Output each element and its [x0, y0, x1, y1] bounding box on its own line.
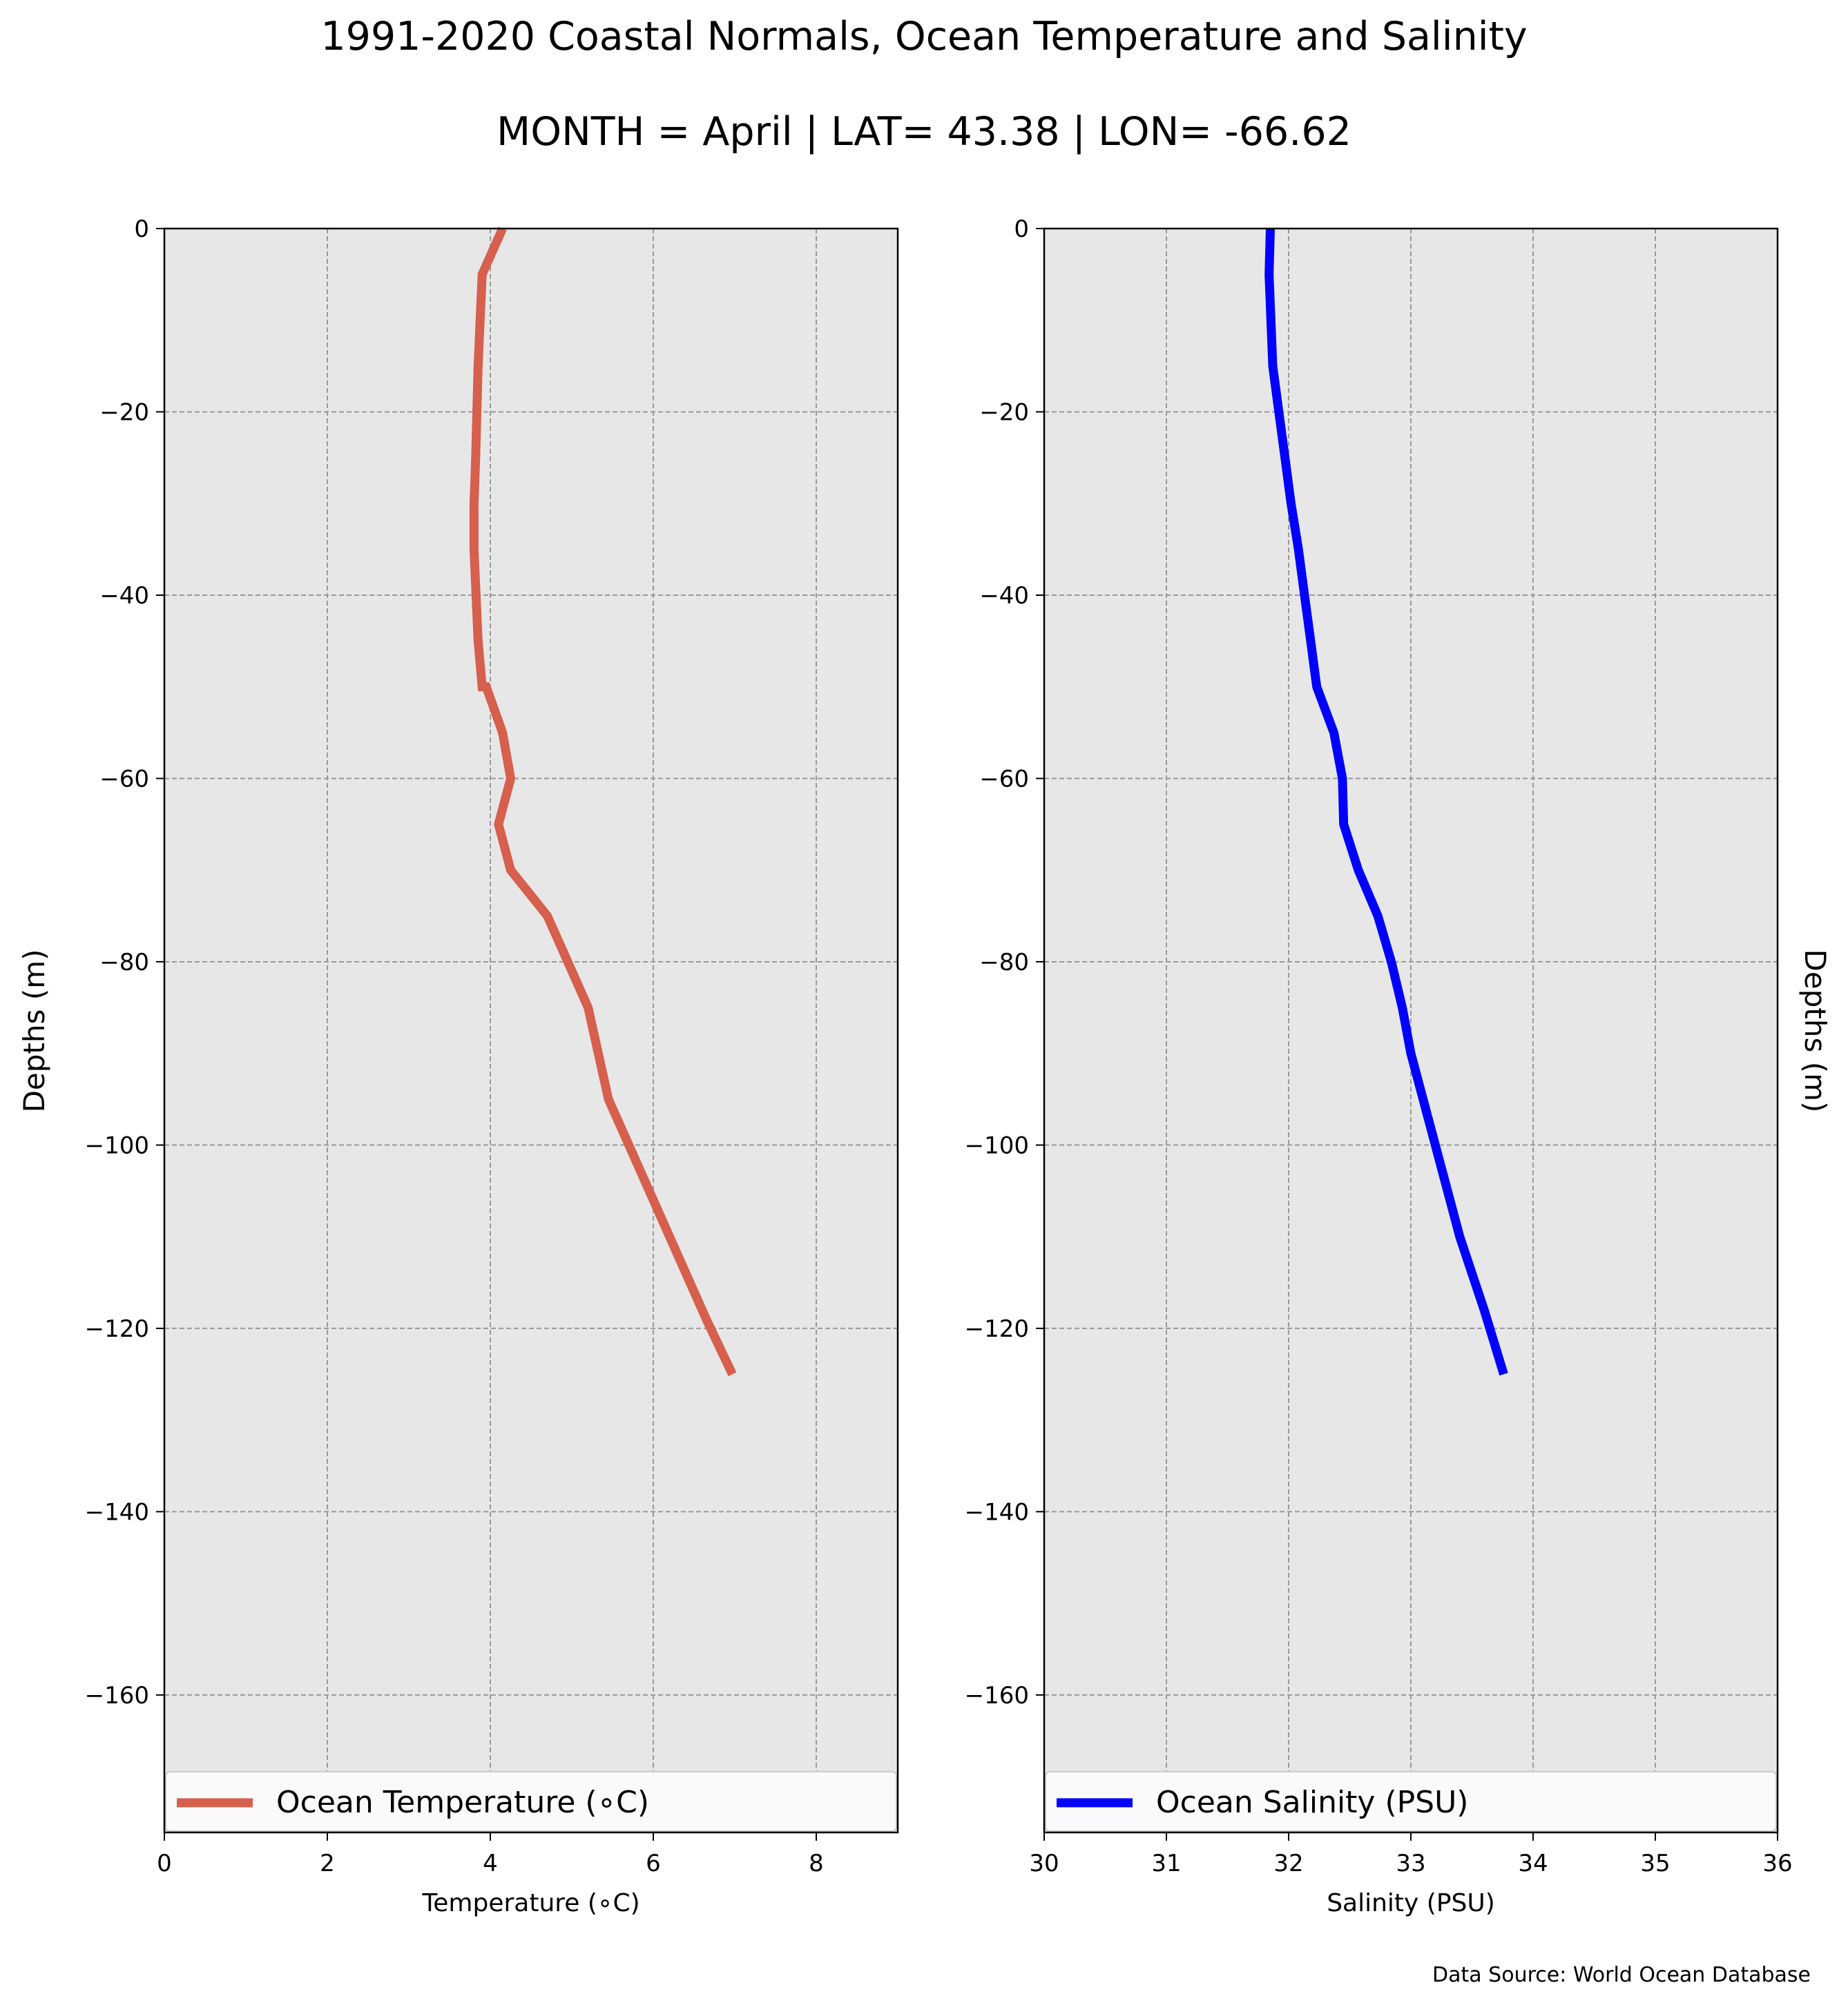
temp-x-tick-label: 6: [646, 1850, 661, 1877]
sal-y-tick-label: −140: [965, 1498, 1029, 1526]
sal-x-tick-label: 31: [1151, 1850, 1181, 1877]
sal-y-tick-label: −40: [979, 582, 1029, 610]
sal-legend: [1045, 1771, 1777, 1832]
temp-x-tick-label: 8: [809, 1850, 824, 1877]
sal-x-tick-label: 30: [1029, 1850, 1059, 1877]
temp-y-tick-label: −80: [99, 949, 149, 976]
temp-x-axis-label: Temperature (∘C): [421, 1889, 639, 1917]
left-y-axis-label: Depths (m): [17, 949, 51, 1113]
data-source-note: Data Source: World Ocean Database: [1432, 1963, 1811, 1987]
temp-y-tick-label: −140: [85, 1498, 149, 1526]
temp-y-tick-label: −100: [85, 1132, 149, 1159]
sal-y-tick-label: −120: [965, 1315, 1029, 1343]
sal-y-tick-label: −80: [979, 949, 1029, 976]
sal-x-tick-label: 35: [1640, 1850, 1670, 1877]
temp-axes-frame: [163, 227, 899, 1834]
sal-y-tick-label: −160: [965, 1682, 1029, 1710]
sal-legend-label: Ocean Salinity (PSU): [1156, 1785, 1468, 1820]
chart-subtitle: MONTH = April | LAT= 43.38 | LON= -66.62: [497, 109, 1351, 155]
sal-x-axis-label: Salinity (PSU): [1327, 1889, 1495, 1917]
sal-x-tick-label: 32: [1273, 1850, 1303, 1877]
temp-y-tick-label: 0: [134, 215, 149, 243]
temp-plot-area: [164, 229, 898, 1832]
chart-title: 1991-2020 Coastal Normals, Ocean Tempera…: [320, 14, 1527, 59]
sal-axes-frame: [1043, 227, 1779, 1834]
temp-series-line: [469, 226, 737, 1377]
salinity-panel: 30 31 32 33 34 35 36 0 −20 −40 −60 −80 −100 −120 −140 −…: [965, 215, 1793, 1917]
temperature-panel: 0 2 4 6 8 0 −20 −40 −60 −80 −100 −120 −140 −160 Ocean …: [85, 215, 899, 1917]
sal-x-tick-label: 33: [1396, 1850, 1425, 1877]
temp-x-tick-label: 0: [157, 1850, 172, 1877]
right-y-axis-label: Depths (m): [1798, 949, 1832, 1113]
sal-y-tick-label: 0: [1014, 215, 1029, 243]
temp-x-tick-label: 2: [320, 1850, 335, 1877]
temp-y-tick-label: −60: [99, 765, 149, 793]
temp-x-tick-label: 4: [483, 1850, 498, 1877]
sal-x-tick-label: 36: [1762, 1850, 1792, 1877]
sal-y-tick-label: −100: [965, 1132, 1029, 1159]
sal-y-tick-label: −60: [979, 765, 1029, 793]
temp-legend: [165, 1771, 897, 1832]
sal-x-tick-label: 34: [1518, 1850, 1548, 1877]
sal-y-tick-label: −20: [979, 398, 1029, 426]
temp-y-tick-label: −160: [85, 1682, 149, 1710]
sal-series-line: [1264, 228, 1508, 1376]
temp-y-tick-label: −40: [99, 582, 149, 610]
temp-legend-label: Ocean Temperature (∘C): [276, 1785, 649, 1820]
temp-y-tick-label: −20: [99, 398, 149, 426]
temp-y-tick-label: −120: [85, 1315, 149, 1343]
